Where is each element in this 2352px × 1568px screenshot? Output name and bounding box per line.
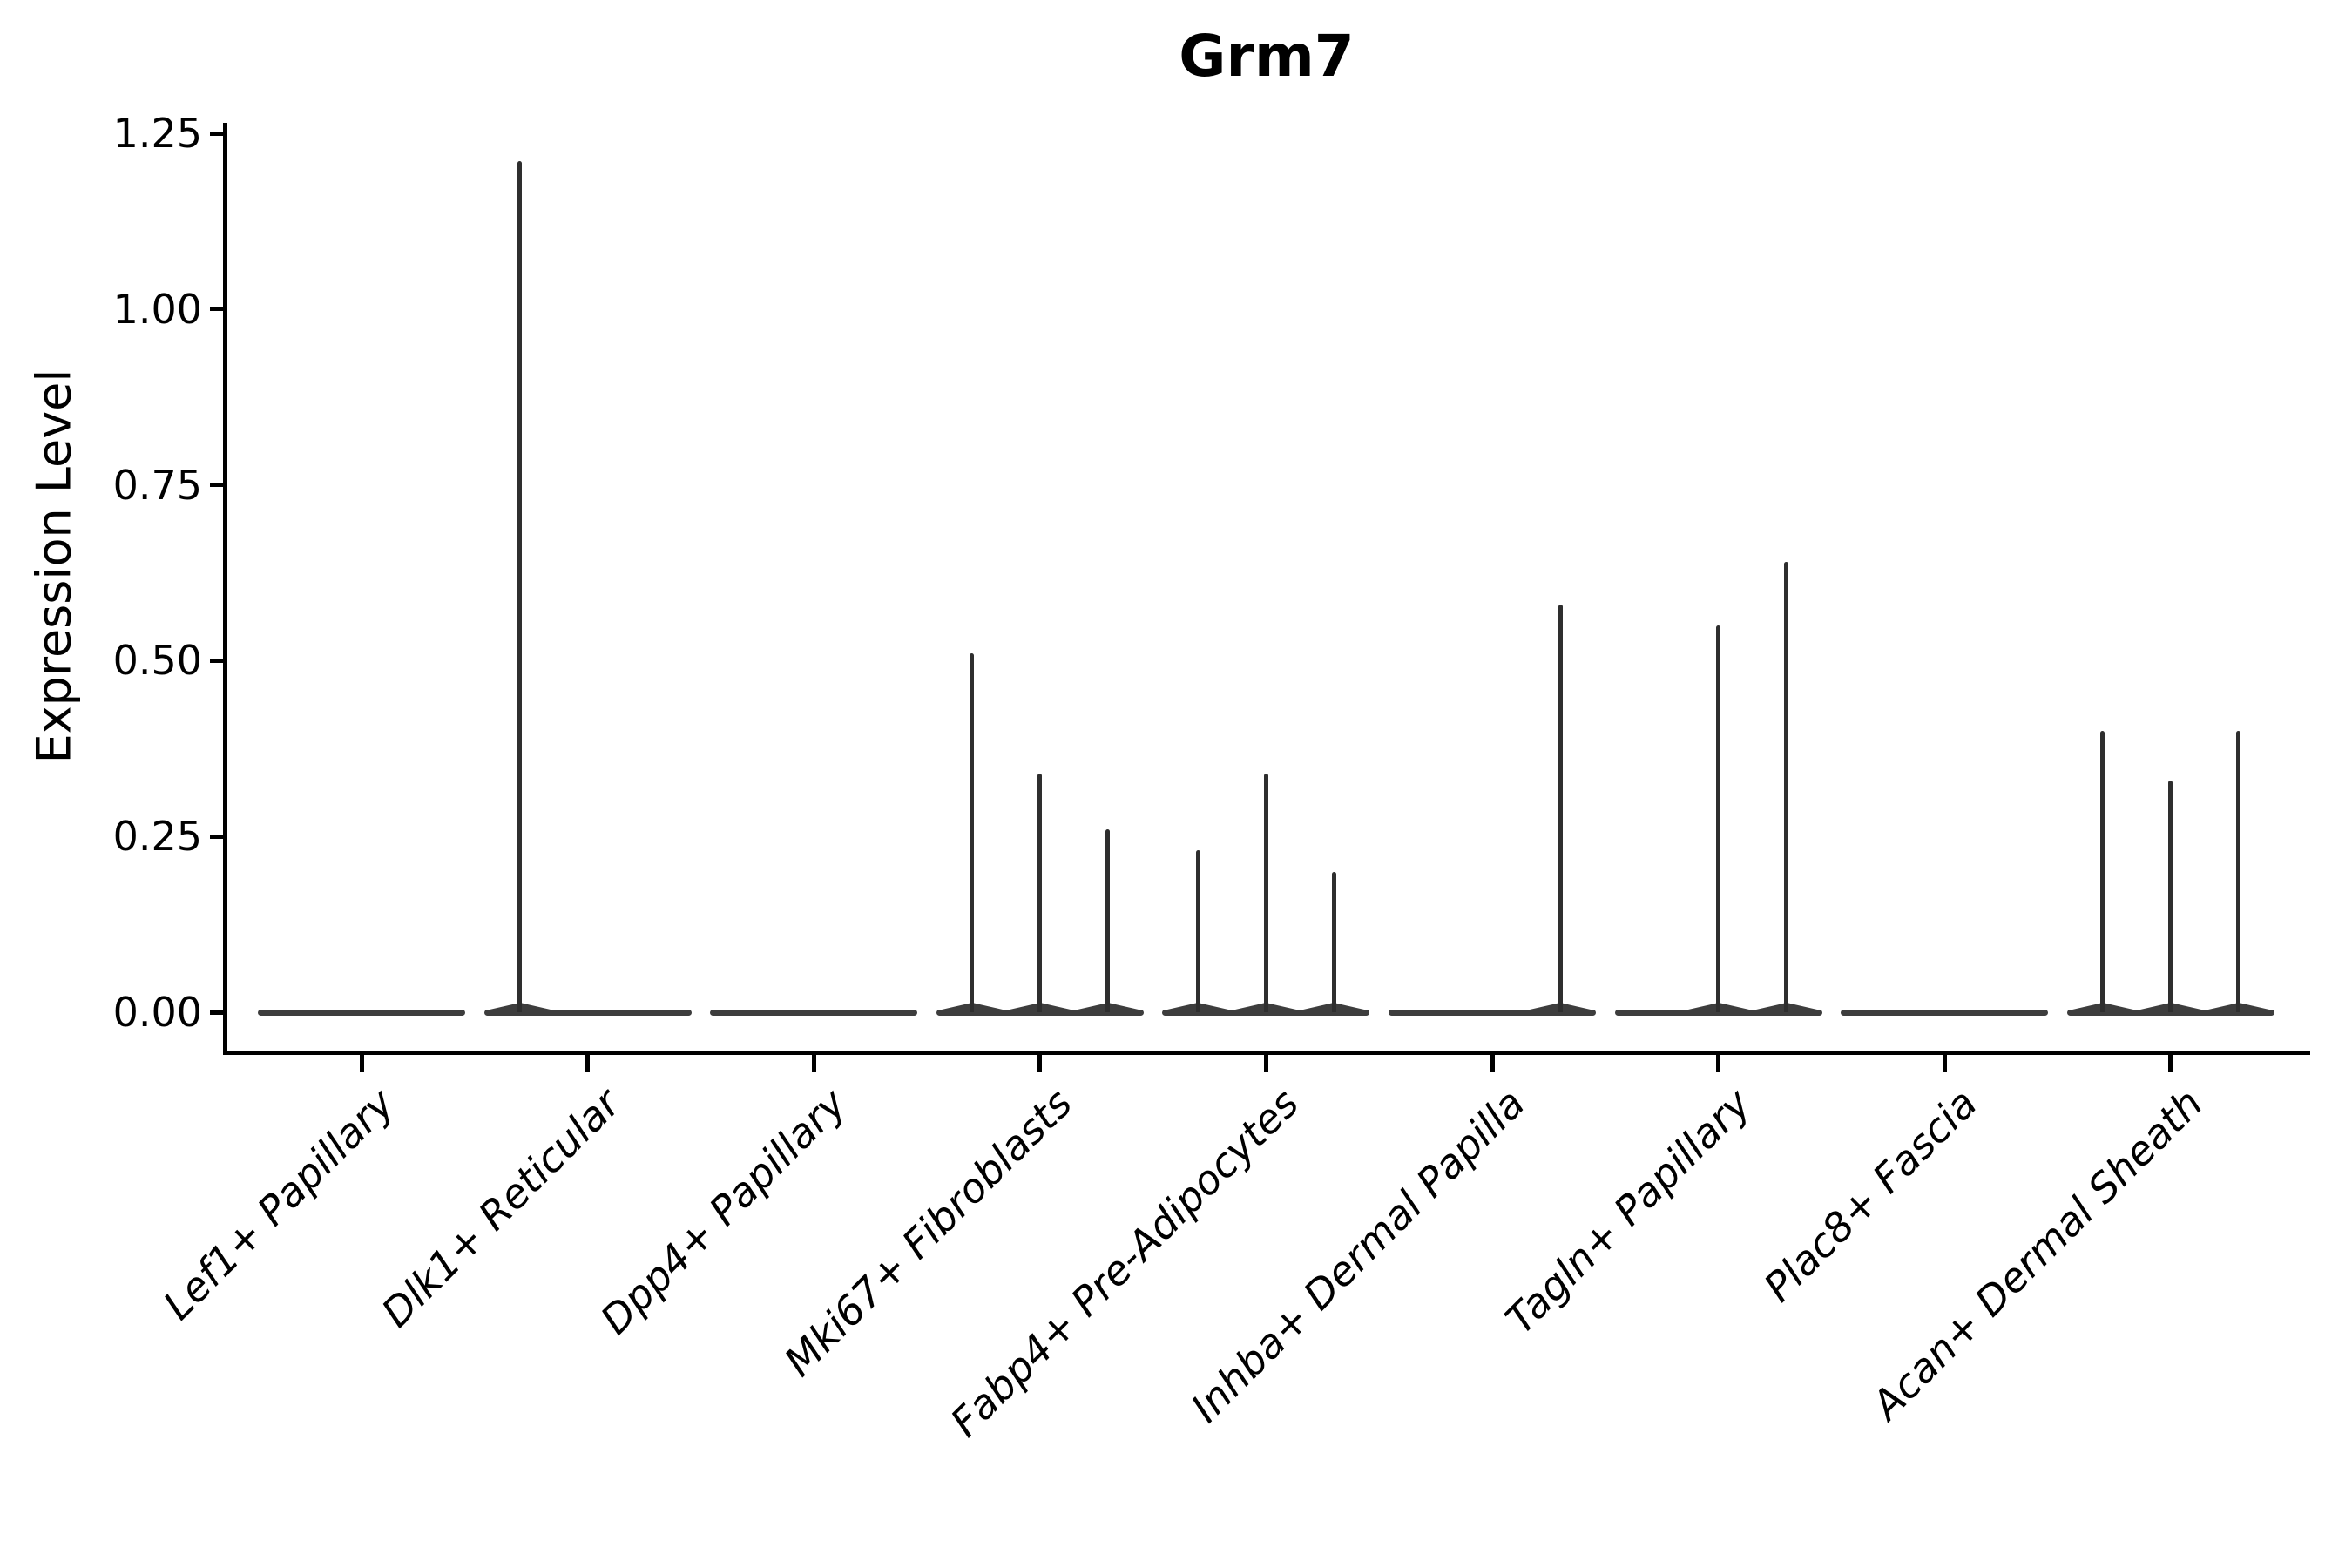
violin-spike [1105,829,1111,1012]
violin-baseline [710,1009,918,1016]
x-tick [811,1055,816,1072]
violin-baseline [2066,1009,2274,1016]
x-tick [585,1055,591,1072]
y-axis-label: Expression Level [26,368,82,764]
violin-baseline [483,1009,692,1016]
x-tick [1942,1055,1947,1072]
violin-spike [2236,731,2241,1012]
violin-spike [517,161,523,1012]
y-tick [210,307,223,312]
violin-spike [1263,773,1268,1012]
violin-spike [1784,562,1789,1012]
violin-spike [1331,871,1336,1012]
violin-spike [1558,604,1563,1012]
y-tick-label: 1.00 [112,285,202,333]
violin-spike [1195,850,1200,1012]
x-tick-label: Plac8+ Fascia [1754,1079,1986,1311]
y-tick-label: 0.00 [112,989,202,1036]
y-tick-label: 0.50 [112,637,202,685]
violin-spike [2100,731,2105,1012]
y-tick [210,131,223,136]
violin-baseline [1162,1009,1370,1016]
violin-baseline [936,1009,1144,1016]
x-tick [2168,1055,2173,1072]
x-tick-label: Dlk1+ Reticular [372,1079,630,1336]
y-tick [210,1010,223,1015]
x-tick-label: Lef1+ Papillary [153,1079,403,1329]
y-axis-spine [223,123,227,1055]
x-tick [1263,1055,1268,1072]
violin-spike [1037,773,1043,1012]
y-tick [210,658,223,663]
x-axis-spine [223,1051,2310,1055]
x-tick-label: Tagln+ Papillary [1496,1079,1761,1343]
violin-baseline [258,1009,465,1016]
x-tick [1037,1055,1043,1072]
x-tick-label: Dpp4+ Papillary [591,1079,855,1343]
y-tick-label: 0.75 [112,461,202,509]
y-tick-label: 1.25 [112,110,202,157]
chart-title: Grm7 [1179,23,1355,90]
violin-baseline [1614,1009,1822,1016]
y-tick [210,834,223,839]
y-tick [210,483,223,488]
violin-baseline [1389,1009,1596,1016]
x-tick [1716,1055,1721,1072]
violin-baseline [1841,1009,2049,1016]
y-tick-label: 0.25 [112,813,202,861]
violin-spike [2168,780,2173,1012]
violin-spike [1716,625,1721,1012]
violin-spike [970,653,975,1012]
x-tick [359,1055,364,1072]
x-tick [1490,1055,1495,1072]
